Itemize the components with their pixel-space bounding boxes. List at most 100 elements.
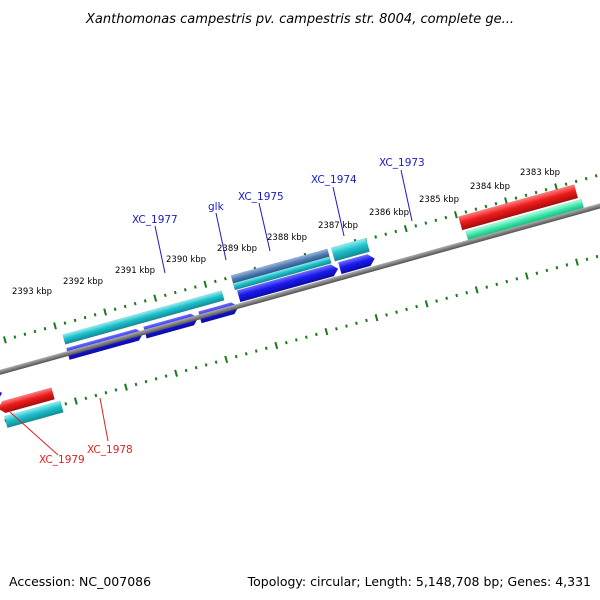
scale-label: 2388 kbp <box>267 233 307 243</box>
minor-tick <box>304 335 308 339</box>
gene-xc-1978-cyan[interactable] <box>4 400 64 429</box>
major-tick <box>73 397 78 405</box>
minor-tick <box>384 232 388 236</box>
connector-xc-1979 <box>9 411 59 456</box>
minor-tick <box>495 282 499 287</box>
tick-layer <box>3 174 599 423</box>
major-tick <box>174 369 178 377</box>
minor-tick <box>444 215 448 220</box>
major-tick <box>124 383 128 391</box>
minor-tick <box>535 271 539 275</box>
major-tick <box>103 308 108 316</box>
minor-tick <box>244 352 248 356</box>
minor-tick <box>114 388 118 392</box>
minor-tick <box>594 174 598 178</box>
gene-xc-1973-blue[interactable] <box>338 253 376 275</box>
scale-label: 2392 kbp <box>63 277 103 287</box>
gene-xc-1977-cyan[interactable] <box>62 290 225 345</box>
genome-backbone <box>0 180 600 400</box>
minor-tick <box>123 304 127 309</box>
connector-xc-1978 <box>99 397 109 442</box>
major-tick <box>324 327 329 336</box>
label-connectors <box>9 169 413 456</box>
minor-tick <box>315 332 318 337</box>
minor-tick <box>534 190 538 195</box>
major-tick <box>474 286 479 294</box>
genome-track <box>0 174 600 429</box>
gene-xc-1974-blue[interactable] <box>236 263 339 303</box>
accession-text: Accession: NC_007086 <box>9 574 151 589</box>
minor-tick <box>445 296 449 300</box>
connector-glk <box>215 212 227 261</box>
minor-tick <box>104 391 108 395</box>
gene-label-xc-1974[interactable]: XC_1974 <box>311 174 357 186</box>
scale-label: 2389 kbp <box>217 244 257 254</box>
minor-tick <box>63 321 67 325</box>
minor-tick <box>164 374 168 378</box>
gene-xc-1978-red[interactable] <box>0 387 55 415</box>
scale-label: 2383 kbp <box>520 168 560 178</box>
minor-tick <box>144 379 148 384</box>
minor-tick <box>424 221 428 225</box>
minor-tick <box>134 382 138 387</box>
gene-label-xc-1979[interactable]: XC_1979 <box>39 454 85 466</box>
scale-label: 2385 kbp <box>419 195 459 205</box>
minor-tick <box>73 318 77 323</box>
minor-tick <box>93 313 97 317</box>
minor-tick <box>94 393 98 398</box>
minor-tick <box>365 318 368 323</box>
minor-tick <box>515 277 519 281</box>
minor-tick <box>585 257 589 262</box>
major-tick <box>53 322 57 330</box>
minor-tick <box>33 329 37 334</box>
minor-tick <box>355 321 358 325</box>
major-tick <box>575 258 579 266</box>
connector-xc-1973 <box>400 169 413 222</box>
minor-tick <box>183 288 187 292</box>
minor-tick <box>484 204 488 209</box>
minor-tick <box>485 285 489 289</box>
minor-tick <box>133 301 137 306</box>
minor-tick <box>455 293 459 298</box>
scale-label: 2390 kbp <box>166 255 206 265</box>
gene-right-red[interactable] <box>458 184 579 231</box>
minor-tick <box>574 179 578 184</box>
minor-tick <box>434 218 438 223</box>
minor-tick <box>84 396 88 401</box>
major-tick <box>274 341 279 350</box>
major-tick <box>524 272 529 280</box>
minor-tick <box>64 402 68 406</box>
minor-tick <box>184 368 188 373</box>
minor-tick <box>405 307 408 312</box>
gene-xc-1973-cyan[interactable] <box>330 237 370 262</box>
gene-label-xc-1973[interactable]: XC_1973 <box>379 157 425 169</box>
scale-label: 2393 kbp <box>12 287 52 297</box>
gene-label-xc-1975[interactable]: XC_1975 <box>238 191 284 203</box>
minor-tick <box>435 299 439 303</box>
minor-tick <box>544 188 548 192</box>
gene-label-xc-1977[interactable]: XC_1977 <box>132 214 178 226</box>
minor-tick <box>494 201 498 206</box>
gene-labels: XC_1977 glk XC_1975 XC_1974 XC_1973 XC_1… <box>39 157 425 466</box>
minor-tick <box>43 326 47 331</box>
scale-label: 2391 kbp <box>115 266 155 276</box>
gene-xc-1974-cyan[interactable] <box>232 256 332 291</box>
minor-tick <box>374 235 378 239</box>
minor-tick <box>194 366 198 370</box>
major-tick <box>153 294 158 302</box>
minor-tick <box>234 354 238 359</box>
major-tick <box>453 211 458 219</box>
minor-tick <box>264 346 268 350</box>
minor-tick <box>23 332 27 336</box>
minor-tick <box>214 360 218 364</box>
minor-tick <box>163 293 167 298</box>
minor-tick <box>224 276 227 281</box>
gene-label-glk[interactable]: glk <box>208 201 225 213</box>
feature-layer <box>0 184 585 429</box>
major-tick <box>424 300 429 308</box>
genome-summary-text: Topology: circular; Length: 5,148,708 bp… <box>247 574 591 589</box>
minor-tick <box>143 299 147 303</box>
minor-tick <box>154 377 158 381</box>
minor-tick <box>565 263 569 267</box>
gene-label-xc-1978[interactable]: XC_1978 <box>87 444 133 456</box>
